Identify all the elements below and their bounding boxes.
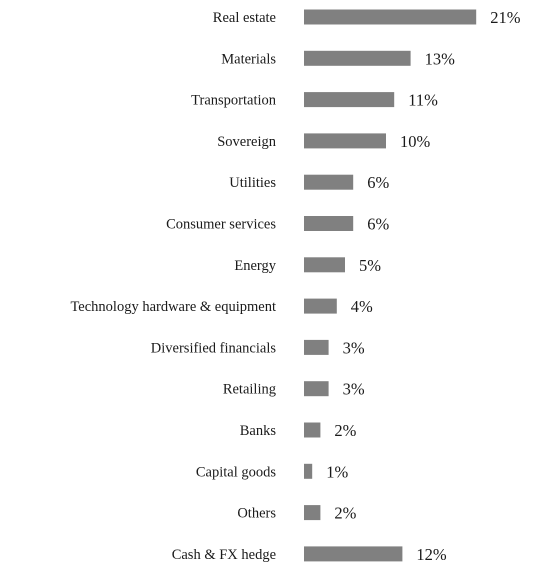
category-label-materials: Materials: [221, 51, 276, 67]
bar-consumer-services: [304, 216, 354, 231]
category-label-capital-goods: Capital goods: [196, 464, 277, 480]
value-label-technology-hardware-and-equipment: 4%: [351, 297, 373, 316]
bar-technology-hardware-and-equipment: [304, 298, 337, 314]
value-label-real-estate: 21%: [490, 8, 521, 27]
category-label-utilities: Utilities: [229, 175, 276, 191]
value-label-banks: 2%: [334, 421, 356, 440]
bar-materials: [304, 50, 411, 66]
value-label-transportation: 11%: [408, 91, 438, 110]
bar-energy: [304, 257, 345, 273]
category-label-cash-and-fx-hedge: Cash & FX hedge: [172, 547, 276, 563]
bar-transportation: [304, 92, 395, 108]
bar-diversified-financials: [304, 339, 329, 355]
category-label-consumer-services: Consumer services: [166, 217, 276, 233]
value-label-utilities: 6%: [367, 173, 389, 192]
category-label-real-estate: Real estate: [213, 10, 276, 26]
value-label-energy: 5%: [359, 256, 381, 275]
bar-banks: [304, 422, 321, 438]
bar-retailing: [304, 381, 329, 397]
category-label-sovereign: Sovereign: [217, 134, 277, 150]
value-label-cash-and-fx-hedge: 12%: [416, 545, 447, 563]
category-label-retailing: Retailing: [223, 382, 276, 398]
value-label-others: 2%: [334, 504, 356, 523]
category-label-banks: Banks: [240, 423, 277, 439]
value-label-materials: 13%: [425, 49, 456, 68]
category-label-energy: Energy: [234, 258, 276, 274]
bar-sovereign: [304, 133, 386, 149]
value-labels: 21% 13% 11% 10% 6% 6% 5% 4% 3% 3% 2% 1% 2% 12%: [326, 8, 521, 563]
value-label-diversified-financials: 3%: [343, 338, 365, 357]
value-label-consumer-services: 6%: [367, 215, 389, 234]
category-label-others: Others: [237, 506, 276, 522]
value-label-sovereign: 10%: [400, 132, 431, 151]
bar-capital-goods: [304, 463, 313, 479]
category-label-diversified-financials: Diversified financials: [151, 340, 277, 356]
bar-cash-and-fx-hedge: [304, 546, 403, 562]
category-label-transportation: Transportation: [191, 93, 277, 109]
value-label-capital-goods: 1%: [326, 462, 348, 481]
value-label-retailing: 3%: [343, 380, 365, 399]
bars: [304, 9, 477, 562]
category-label-technology-hardware-and-equipment: Technology hardware & equipment: [70, 299, 276, 315]
bar-real-estate: [304, 9, 477, 25]
bar-utilities: [304, 174, 354, 190]
category-labels: Real estate Materials Transportation Sovere…: [70, 10, 276, 563]
bar-others: [304, 505, 321, 521]
